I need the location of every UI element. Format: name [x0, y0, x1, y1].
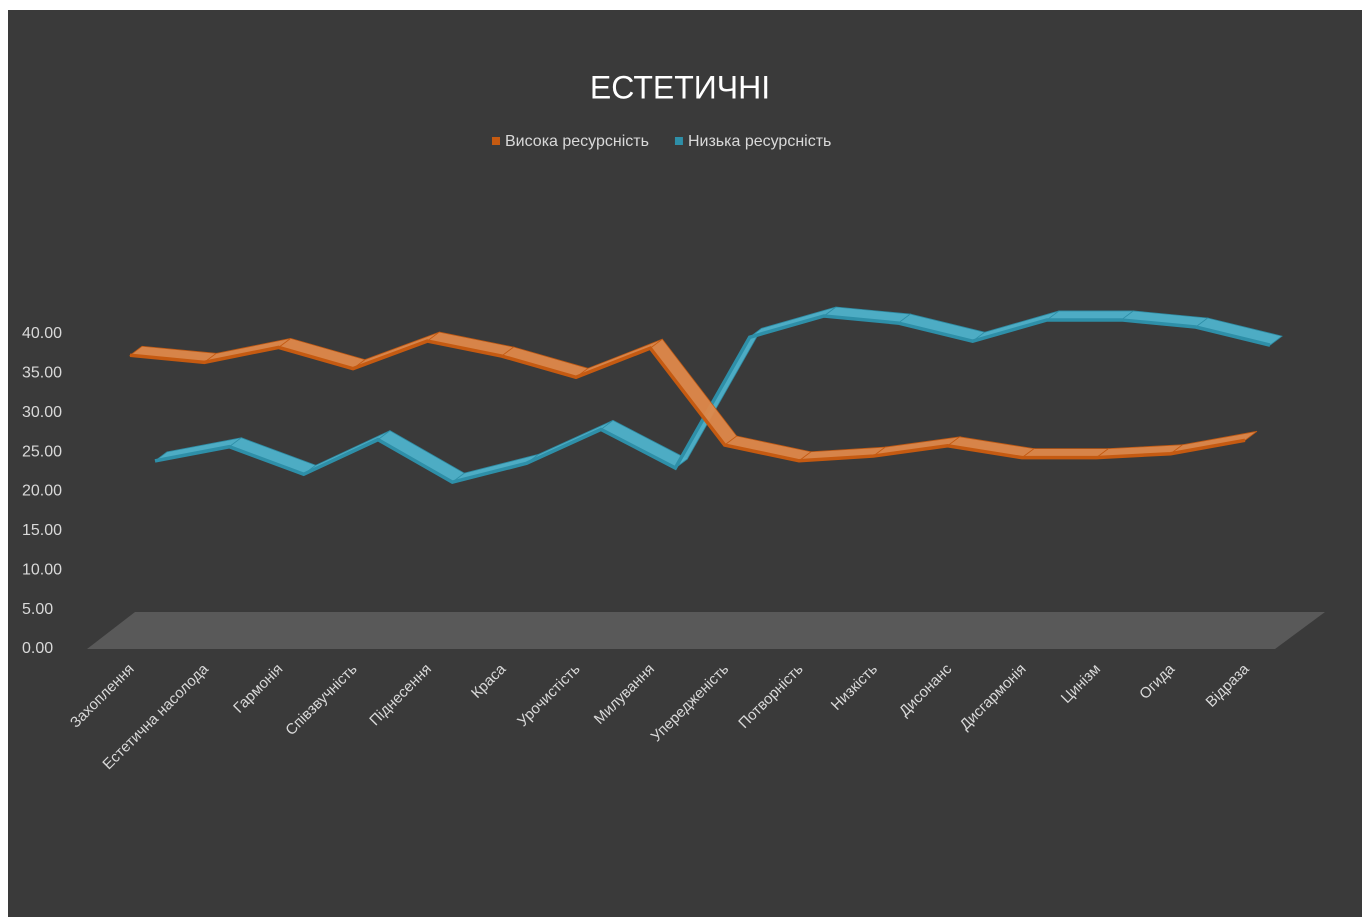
y-tick-label: 30.00	[22, 404, 62, 421]
legend-swatch	[492, 137, 500, 145]
floor	[87, 612, 1325, 649]
line	[129, 339, 1246, 463]
y-tick-label: 5.00	[22, 601, 53, 618]
chart-title: ЕСТЕТИЧНІ	[590, 69, 770, 105]
y-tick-label: 20.00	[22, 483, 62, 500]
series	[154, 306, 1283, 485]
y-tick-label: 35.00	[22, 365, 62, 382]
line	[154, 314, 1271, 485]
legend-swatch	[674, 137, 683, 145]
y-tick-label: 15.00	[22, 522, 62, 539]
series	[128, 331, 1258, 463]
y-tick-label: 25.00	[22, 443, 62, 460]
legend-label: Низька ресурсність	[688, 133, 831, 150]
y-tick-label: 10.00	[22, 561, 62, 578]
chart-background	[8, 10, 1362, 917]
y-tick-label: 0.00	[22, 640, 53, 657]
y-tick-label: 40.00	[22, 325, 62, 342]
legend-label: Висока ресурсність	[505, 133, 649, 150]
